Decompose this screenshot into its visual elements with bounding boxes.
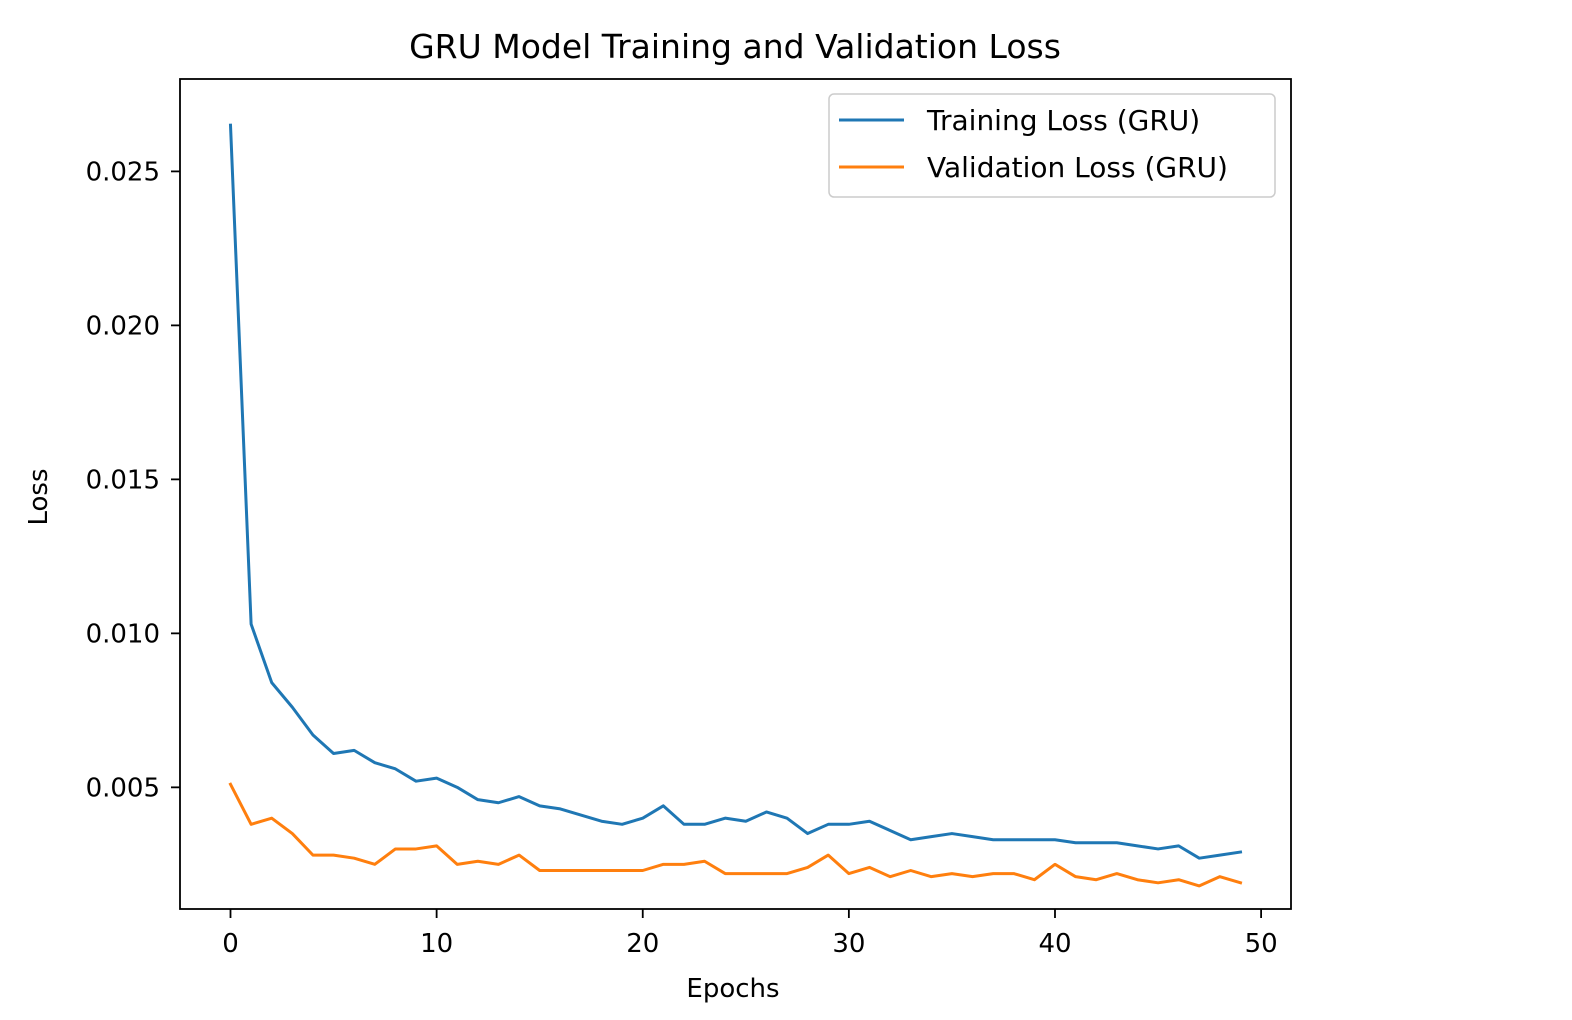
x-tick-label: 50: [1245, 929, 1278, 959]
legend-box: [828, 93, 1276, 198]
y-tick-label: 0.010: [86, 619, 160, 649]
x-axis-label: Epochs: [686, 974, 779, 1004]
y-tick-label: 0.020: [86, 311, 160, 341]
axes-frame: [179, 78, 1292, 910]
y-axis: 0.005 0.010 0.015 0.020 0.025: [86, 157, 180, 803]
x-tick-label: 0: [222, 929, 239, 959]
x-tick-label: 30: [832, 929, 865, 959]
series-line-validation: [228, 782, 1243, 888]
x-tick-label: 40: [1038, 929, 1071, 959]
y-tick-label: 0.005: [86, 773, 160, 803]
legend: Training Loss (GRU) Validation Loss (GRU): [828, 93, 1276, 198]
x-axis: 0 10 20 30 40 50: [222, 909, 1278, 959]
series-line-training: [228, 123, 1243, 860]
y-axis-label: Loss: [24, 468, 54, 525]
plot-area: [228, 123, 1243, 888]
legend-label-training: Training Loss (GRU): [926, 104, 1200, 137]
y-tick-label: 0.025: [86, 157, 160, 187]
chart-title: GRU Model Training and Validation Loss: [409, 27, 1061, 66]
legend-label-validation: Validation Loss (GRU): [927, 151, 1228, 184]
y-tick-label: 0.015: [86, 465, 160, 495]
x-tick-label: 20: [626, 929, 659, 959]
x-tick-label: 10: [420, 929, 453, 959]
